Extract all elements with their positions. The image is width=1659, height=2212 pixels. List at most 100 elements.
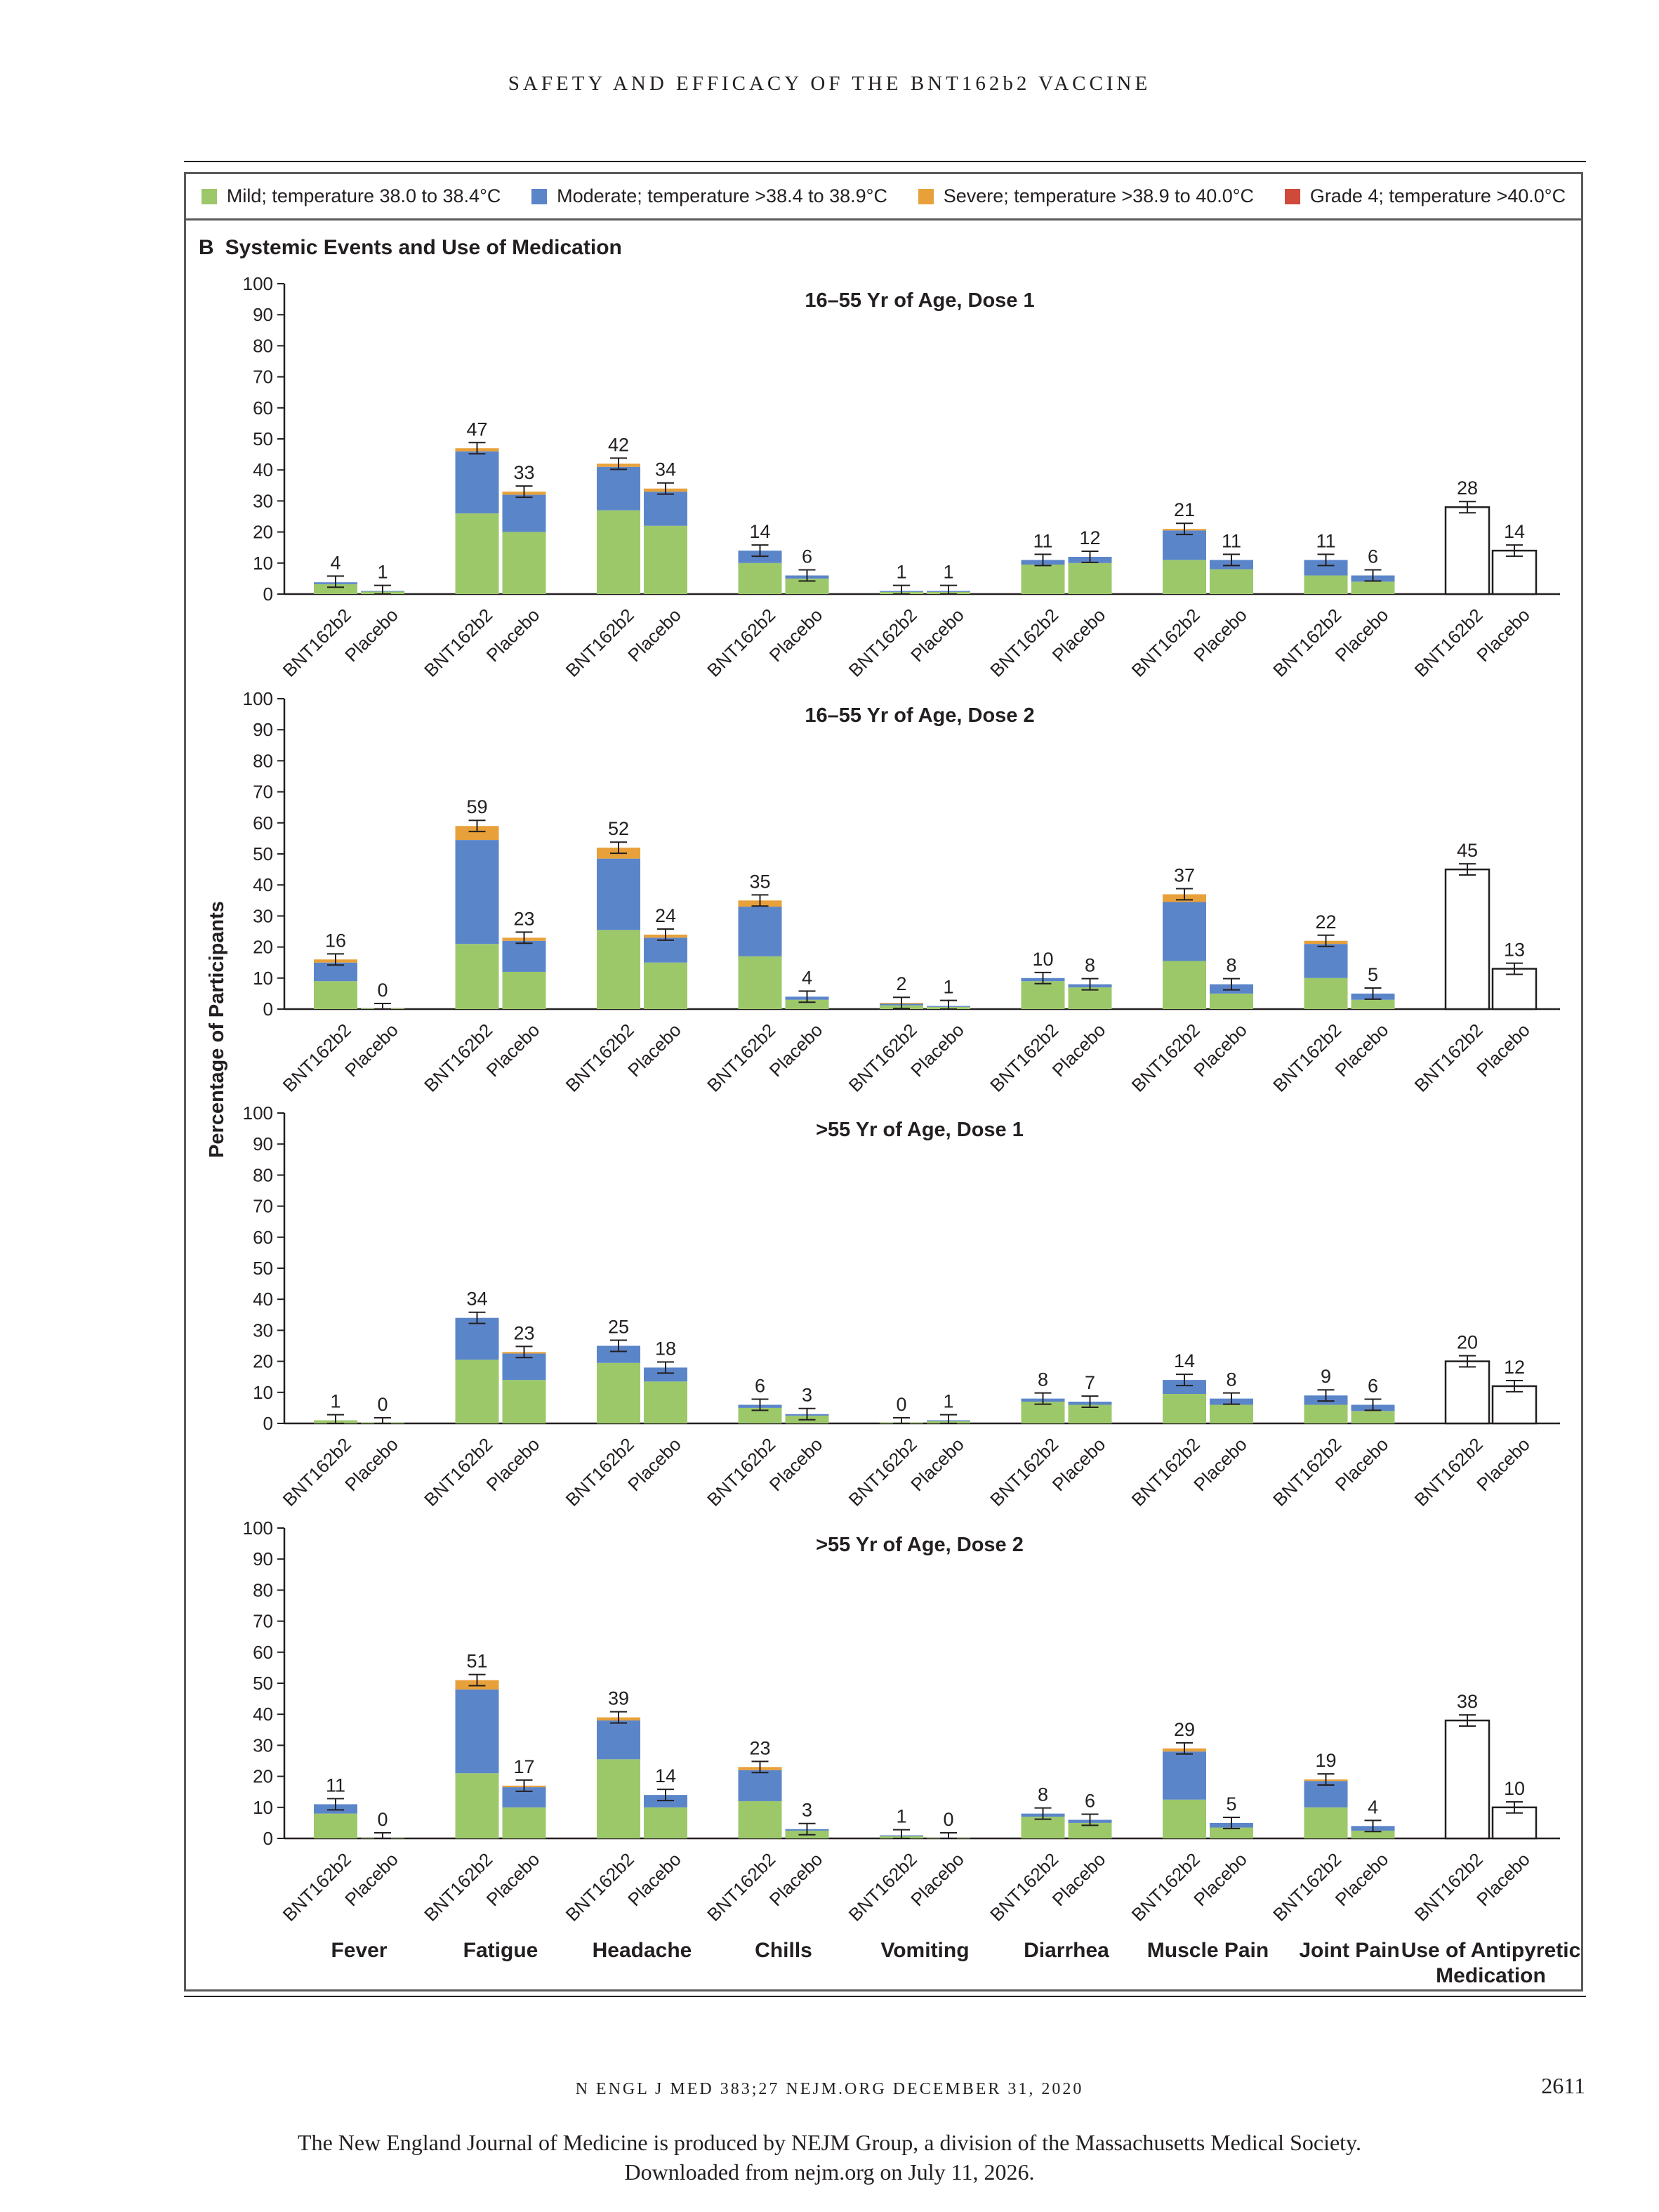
- data-label: 9: [1321, 1366, 1331, 1387]
- bar-segment: [644, 525, 687, 594]
- x-tick-label: Placebo: [765, 1020, 827, 1081]
- data-label: 29: [1174, 1719, 1195, 1740]
- data-label: 20: [1457, 1332, 1478, 1353]
- x-tick-label: Placebo: [1189, 1849, 1251, 1911]
- bar-segment: [1021, 1817, 1065, 1838]
- y-tick-label: 10: [253, 1797, 273, 1818]
- bar-segment: [1021, 565, 1065, 594]
- y-axis-title: Percentage of Participants: [206, 901, 228, 1158]
- y-tick-label: 60: [253, 397, 273, 419]
- x-tick-label: BNT162b2: [1269, 1849, 1345, 1925]
- y-tick-label: 80: [253, 1164, 273, 1185]
- x-tick-label: Placebo: [623, 1849, 685, 1911]
- data-label: 0: [377, 1809, 388, 1830]
- data-label: 11: [1033, 530, 1052, 551]
- x-tick-label: Placebo: [482, 1434, 544, 1496]
- x-tick-label: BNT162b2: [986, 605, 1062, 681]
- x-tick-label: Placebo: [1048, 1849, 1110, 1911]
- bar-outline: [1491, 549, 1538, 595]
- x-tick-label: Placebo: [906, 1434, 968, 1496]
- y-tick-label: 20: [253, 1351, 273, 1372]
- bar-segment: [738, 956, 782, 1009]
- bar-segment: [314, 981, 357, 1009]
- y-tick-label: 40: [253, 459, 273, 480]
- bar-segment: [1163, 1751, 1206, 1800]
- x-tick-label: Placebo: [765, 1434, 827, 1496]
- data-label: 19: [1315, 1750, 1336, 1771]
- bar-segment: [1304, 575, 1348, 594]
- panel-title-text: Systemic Events and Use of Medication: [225, 236, 622, 259]
- bar-segment: [1304, 1807, 1348, 1838]
- y-tick-label: 100: [243, 688, 273, 709]
- bar-segment: [644, 937, 687, 963]
- y-tick-label: 0: [263, 1828, 273, 1849]
- x-tick-label: BNT162b2: [1269, 1434, 1345, 1510]
- bar-segment: [1304, 1404, 1348, 1423]
- x-tick-label: Placebo: [1331, 1849, 1393, 1911]
- bar-segment: [644, 962, 687, 1009]
- x-tick-label: BNT162b2: [562, 605, 638, 681]
- bar-segment: [1304, 560, 1348, 576]
- panel-title: B Systemic Events and Use of Medication: [199, 236, 622, 260]
- bar-segment: [1163, 1380, 1206, 1395]
- data-label: 14: [655, 1765, 676, 1786]
- legend: Mild; temperature 38.0 to 38.4°C Moderat…: [186, 174, 1581, 220]
- x-tick-label: Placebo: [1189, 1434, 1251, 1496]
- top-rule: [184, 161, 1586, 162]
- bar-segment: [1210, 1827, 1253, 1838]
- y-tick-label: 60: [253, 812, 273, 834]
- data-label: 12: [1504, 1357, 1525, 1378]
- bar-segment: [738, 1407, 782, 1423]
- bar-segment: [1351, 581, 1395, 594]
- bar-segment: [314, 1813, 357, 1838]
- bar-segment: [597, 1759, 640, 1838]
- bar-segment: [1351, 1411, 1395, 1423]
- bar-segment: [785, 578, 829, 594]
- x-tick-label: BNT162b2: [279, 605, 355, 681]
- chart-panel-title: >55 Yr of Age, Dose 2: [816, 1534, 1024, 1556]
- x-tick-label: BNT162b2: [420, 605, 496, 681]
- y-tick-label: 30: [253, 490, 273, 511]
- data-label: 5: [1226, 1793, 1236, 1815]
- journal-citation: N ENGL J MED 383;27 NEJM.ORG DECEMBER 31…: [575, 2080, 1084, 2098]
- bar-segment: [1304, 944, 1348, 978]
- data-label: 14: [749, 521, 770, 542]
- y-tick-label: 60: [253, 1642, 273, 1663]
- group-label: Joint Pain: [1299, 1939, 1399, 1962]
- data-label: 3: [802, 1385, 812, 1406]
- x-tick-label: Placebo: [1048, 605, 1110, 666]
- legend-swatch-grade4: [1284, 188, 1300, 204]
- y-tick-label: 70: [253, 782, 273, 803]
- bar-segment: [455, 513, 499, 594]
- y-tick-label: 0: [263, 584, 273, 605]
- y-tick-label: 40: [253, 1289, 273, 1310]
- y-tick-label: 60: [253, 1227, 273, 1248]
- bar-outline: [1491, 968, 1538, 1010]
- bar-segment: [738, 1800, 782, 1838]
- data-label: 11: [1316, 530, 1335, 551]
- bar-segment: [455, 826, 499, 841]
- x-tick-label: BNT162b2: [1410, 1020, 1487, 1096]
- data-label: 25: [608, 1317, 629, 1338]
- bar-segment: [785, 999, 829, 1009]
- bar-segment: [455, 1360, 499, 1423]
- bar-segment: [1210, 569, 1253, 594]
- bar-segment: [1163, 1799, 1206, 1838]
- bar-segment: [1163, 1394, 1206, 1423]
- y-tick-label: 50: [253, 1673, 273, 1694]
- data-label: 35: [749, 871, 770, 892]
- chart-panel-title: 16–55 Yr of Age, Dose 2: [805, 704, 1034, 727]
- bar-outline: [1444, 506, 1491, 595]
- x-tick-label: Placebo: [482, 605, 544, 666]
- bar-segment: [1210, 1404, 1253, 1423]
- bar-segment: [455, 840, 499, 944]
- bar-segment: [644, 492, 687, 526]
- bar-segment: [644, 1381, 687, 1423]
- x-tick-label: BNT162b2: [1128, 1020, 1204, 1096]
- x-tick-label: BNT162b2: [1269, 1020, 1345, 1096]
- data-label: 4: [1368, 1796, 1378, 1817]
- legend-label-mild: Mild; temperature 38.0 to 38.4°C: [226, 185, 501, 206]
- data-label: 6: [1368, 1375, 1378, 1396]
- bar-segment: [455, 1689, 499, 1774]
